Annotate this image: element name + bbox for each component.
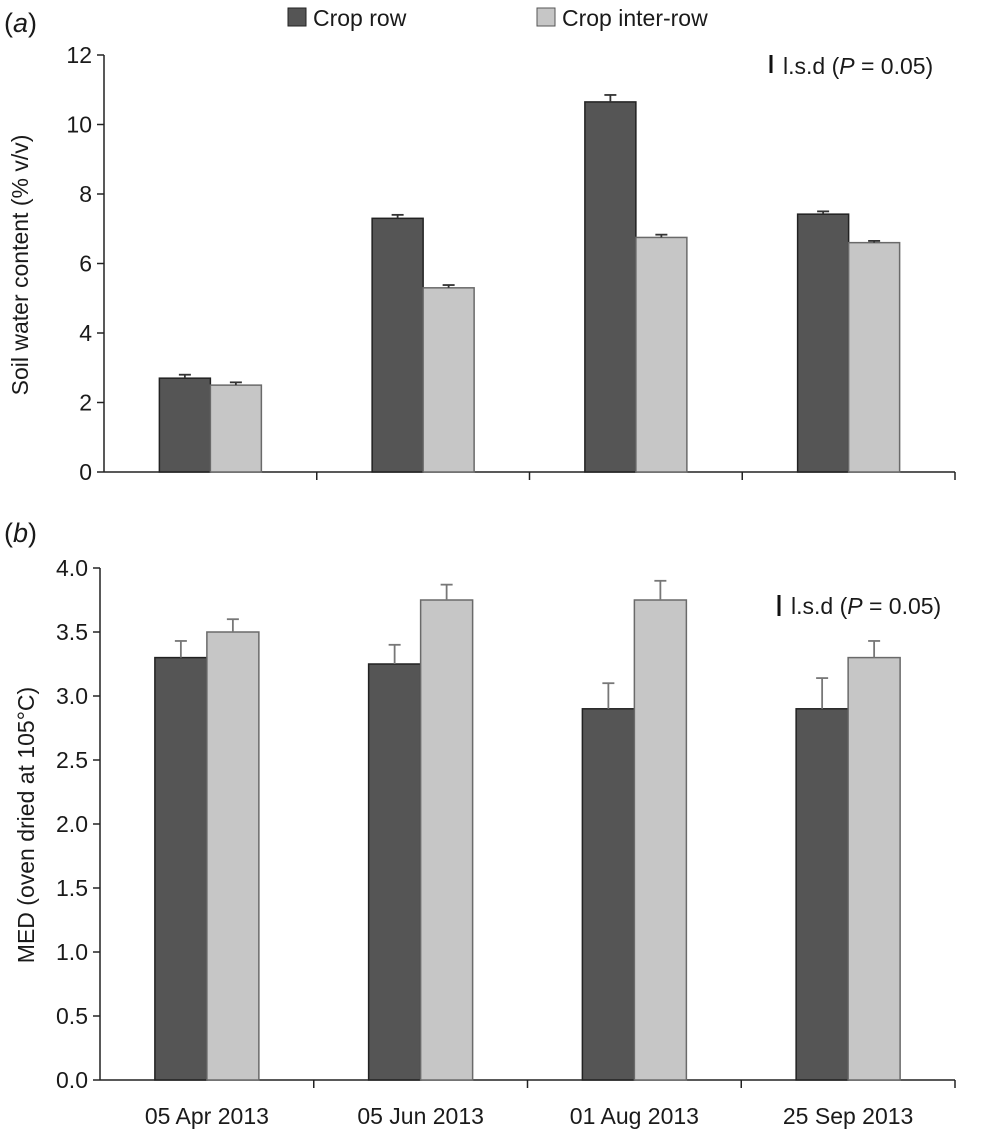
bar-b [581,708,636,1081]
y-tick-label-a: 12 [66,42,92,68]
lsd-label-b: l.s.d (P = 0.05) [791,593,941,619]
bar-a [796,213,850,473]
legend-label-crop-inter-row: Crop inter-row [562,5,708,31]
plot-layer: 0 2 4 6 8 10 12 0.0 0.5 1.0 1.5 2.0 2.5 3.0 3.5 4.0 05 A… [56,42,956,1129]
x-category-label: 01 Aug 2013 [570,1103,699,1129]
legend-swatch-crop-inter-row [536,7,556,27]
y-tick-label-b: 3.0 [56,683,88,709]
x-category-label: 05 Jun 2013 [357,1103,484,1129]
y-tick-label-a: 8 [79,181,92,207]
bar-a [422,287,475,473]
lsd-label-a: l.s.d (P = 0.05) [783,53,933,79]
y-tick-label-b: 3.5 [56,619,88,645]
bar-a [371,217,424,473]
y-tick-label-a: 0 [79,459,92,485]
y-tick-label-a: 6 [79,251,92,277]
y-axis-title-a: Soil water content (% v/v) [7,135,33,396]
legend-swatch-crop-row [287,7,307,27]
bar-b [154,656,208,1081]
bar-a [635,236,688,473]
legend-label-crop-row: Crop row [313,5,407,31]
bar-b [367,663,422,1081]
panel-b: (b) MED (oven dried at 105°C) l.s.d (P =… [4,518,941,963]
y-tick-label-b: 4.0 [56,555,88,581]
y-tick-label-b: 2.0 [56,811,88,837]
y-tick-label-b: 0.5 [56,1003,88,1029]
bar-a [847,241,901,473]
bar-b [206,631,260,1081]
x-category-label: 05 Apr 2013 [145,1103,269,1129]
y-tick-label-a: 4 [79,320,92,346]
lsd-indicator-b: l.s.d (P = 0.05) [777,593,941,619]
legend: Crop row Crop inter-row [287,5,708,31]
y-tick-label-b: 0.0 [56,1067,88,1093]
bar-a [209,384,263,473]
x-category-label: 25 Sep 2013 [783,1103,913,1129]
y-tick-label-a: 2 [79,390,92,416]
lsd-indicator-a: l.s.d (P = 0.05) [769,53,933,79]
y-tick-label-b: 1.5 [56,875,88,901]
bar-b [795,708,849,1081]
bar-b [419,599,474,1081]
y-axis-title-b: MED (oven dried at 105°C) [13,687,39,963]
y-tick-label-b: 2.5 [56,747,88,773]
y-tick-label-b: 1.0 [56,939,88,965]
bar-a [158,377,212,473]
bar-a [584,101,637,473]
bar-b [633,599,688,1081]
y-tick-label-a: 10 [66,112,92,138]
panel-label-b: (b) [4,518,37,548]
panel-a: (a) Soil water content (% v/v) l.s.d (P … [4,8,933,395]
panel-label-a: (a) [4,8,37,38]
bar-b [847,656,901,1081]
